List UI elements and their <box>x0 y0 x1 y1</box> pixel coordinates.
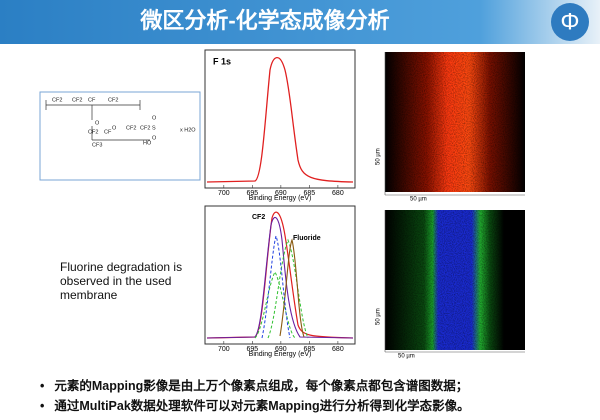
structure-label: CF2 <box>72 97 82 103</box>
map-texture <box>385 210 525 350</box>
spectrum-curve <box>206 56 354 183</box>
x-tick-label: 685 <box>304 346 316 353</box>
spectrum-component <box>267 238 309 339</box>
structure-label: CF2 <box>52 97 62 103</box>
spectrum-component <box>261 234 291 339</box>
header-bar <box>0 0 600 44</box>
title: 微区分析-化学态成像分析 <box>139 8 389 33</box>
x-tick-label: 700 <box>218 190 230 197</box>
spectrum-frame <box>204 49 356 189</box>
structure-label: HO <box>143 140 152 146</box>
structure-label: CF <box>104 129 112 135</box>
structure-label: CF2 <box>126 125 136 131</box>
structure-label: S <box>152 125 156 131</box>
scale-y: 50 µm <box>376 308 382 325</box>
x-tick-label: 680 <box>332 190 344 197</box>
logo <box>551 3 589 41</box>
peak-label: Fluoride <box>293 235 321 242</box>
scale-x: 50 µm <box>398 354 415 360</box>
peak-label: CF2 <box>252 214 265 221</box>
x-tick-label: 695 <box>246 346 258 353</box>
bullet: 通过MultiPak数据处理软件可以对元素Mapping进行分析得到化学态影像。 <box>40 396 600 416</box>
scale-x: 50 µm <box>410 197 427 203</box>
structure-label: O <box>152 115 157 121</box>
scale-y: 50 µm <box>376 148 382 165</box>
x-axis-label: Binding Energy (eV) <box>249 351 312 358</box>
structure-label: CF <box>88 97 96 103</box>
map-axes <box>384 52 525 353</box>
spectrum-label: F 1s <box>213 56 231 66</box>
structure-box <box>39 91 201 181</box>
x-axis-label: Binding Energy (eV) <box>249 195 312 202</box>
spectrum-fit <box>206 216 354 339</box>
structure-label: O <box>152 135 157 141</box>
structure-bonds <box>45 100 150 141</box>
x-tick-label: 685 <box>304 190 316 197</box>
structure-label: x H2O <box>180 127 196 133</box>
structure-label: CF2 <box>108 97 118 103</box>
note: Fluorine degradation is observed in the … <box>60 260 183 302</box>
structure-label: O <box>112 125 117 131</box>
map-texture <box>385 52 525 192</box>
x-tick-label: 690 <box>275 346 287 353</box>
logo-text: Φ <box>560 8 579 35</box>
structure-label: CF3 <box>92 142 102 148</box>
spectrum-component <box>279 238 305 338</box>
structure-label: O <box>95 120 100 126</box>
x-tick-label: 690 <box>275 190 287 197</box>
spectrum-component <box>254 270 296 339</box>
x-tick-label: 680 <box>332 346 344 353</box>
x-tick-label: 700 <box>218 346 230 353</box>
bullet-list: 元素的Mapping影像是由上万个像素点组成，每个像素点都包含谱图数据； 通过M… <box>40 376 600 416</box>
structure-label: CF2 <box>88 129 98 135</box>
structure-label: CF2 <box>140 125 150 131</box>
slide-graphics: 微区分析-化学态成像分析 Φ F 1s Binding Energy (eV) … <box>0 0 600 360</box>
bullet: 元素的Mapping影像是由上万个像素点组成，每个像素点都包含谱图数据； <box>40 376 600 396</box>
x-tick-label: 695 <box>246 190 258 197</box>
